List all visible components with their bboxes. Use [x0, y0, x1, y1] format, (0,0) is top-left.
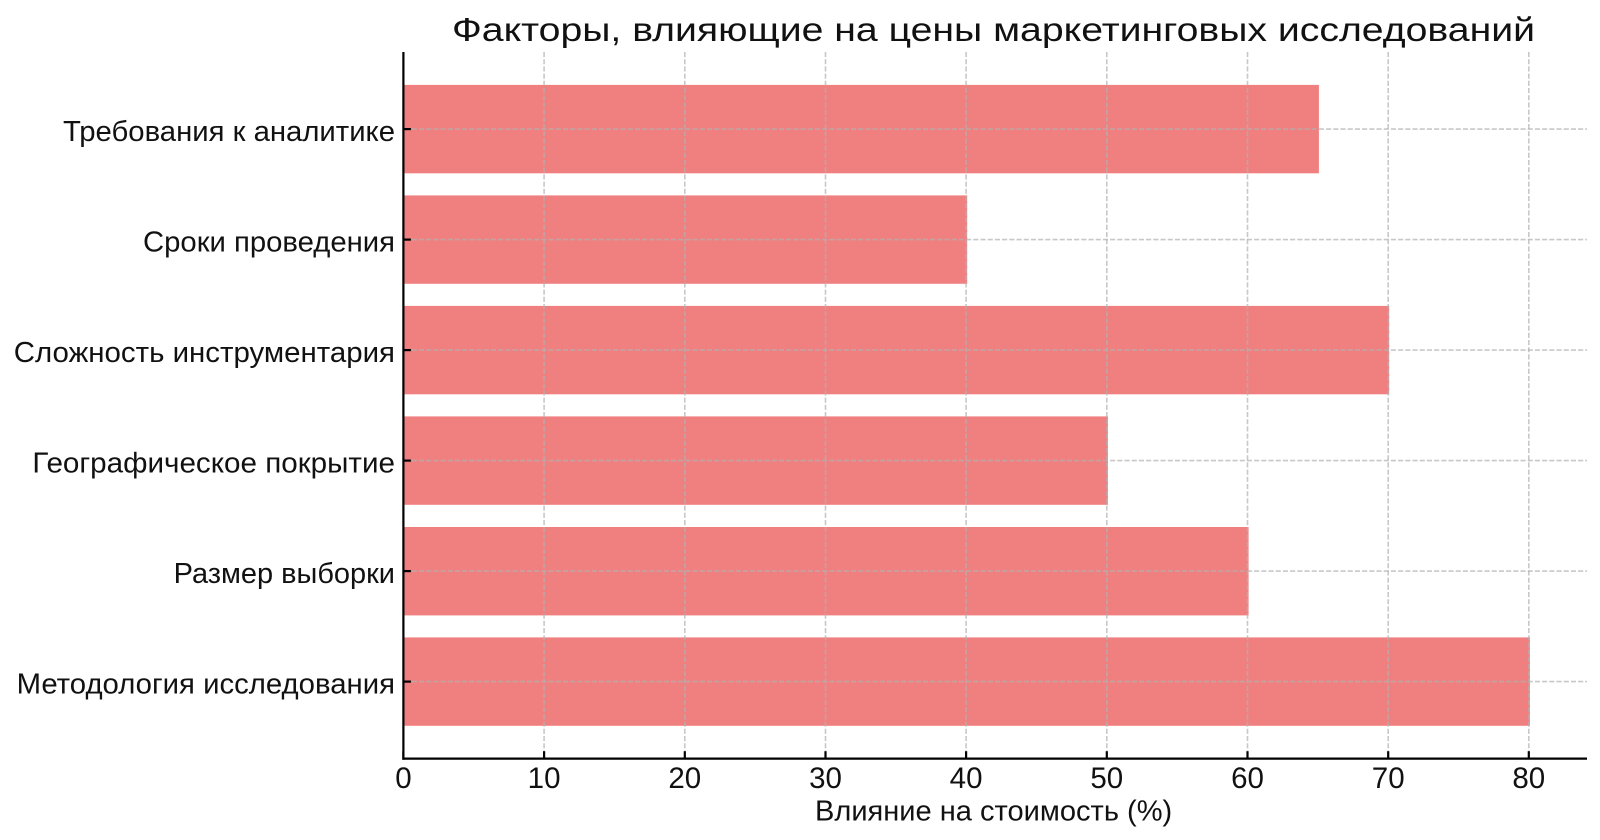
svg-text:80: 80 — [1512, 762, 1545, 795]
svg-text:Сроки проведения: Сроки проведения — [143, 227, 395, 259]
svg-text:60: 60 — [1231, 762, 1264, 795]
svg-text:20: 20 — [668, 762, 701, 795]
svg-text:0: 0 — [395, 762, 411, 795]
svg-text:50: 50 — [1090, 762, 1123, 795]
svg-text:Факторы, влияющие на цены марк: Факторы, влияющие на цены маркетинговых … — [452, 12, 1535, 49]
svg-text:Размер выборки: Размер выборки — [174, 558, 395, 590]
svg-text:40: 40 — [950, 762, 983, 795]
svg-text:10: 10 — [528, 762, 561, 795]
svg-text:70: 70 — [1372, 762, 1405, 795]
svg-text:Сложность инструментария: Сложность инструментария — [14, 337, 395, 369]
svg-text:Требования к аналитике: Требования к аналитике — [63, 116, 395, 148]
svg-text:30: 30 — [809, 762, 842, 795]
svg-text:Влияние на стоимость (%): Влияние на стоимость (%) — [815, 796, 1172, 828]
svg-text:Методология исследования: Методология исследования — [17, 669, 395, 701]
svg-text:Географическое покрытие: Географическое покрытие — [32, 448, 395, 480]
